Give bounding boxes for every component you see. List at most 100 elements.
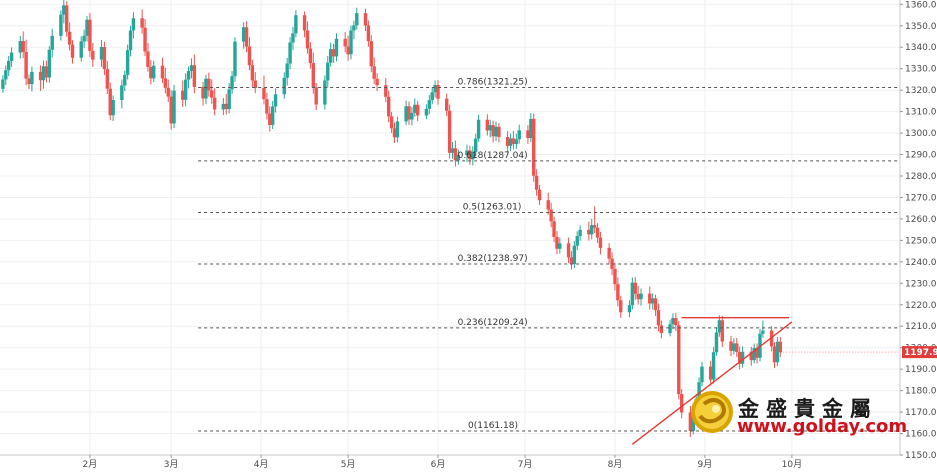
candle-body [474, 138, 478, 152]
candle-body [268, 113, 272, 125]
candle-body [125, 50, 130, 75]
candle-body [619, 300, 623, 313]
price-tick-label: 1310.00 [905, 108, 937, 118]
candle-body [410, 112, 414, 120]
candle-body [752, 348, 756, 361]
candle-body [436, 84, 440, 99]
candle-body [679, 394, 684, 413]
candle-body [668, 324, 672, 334]
candle-body [445, 98, 449, 111]
candle-body [555, 236, 559, 249]
candle-body [590, 225, 594, 235]
candle-body [62, 5, 66, 15]
current-price-label: 1197.94 [904, 348, 937, 358]
candle-body [392, 128, 397, 138]
candle-body [413, 104, 417, 113]
time-axis[interactable]: 2月 3月 4月 5月 6月 7月 8月 9月 10月 [0, 454, 900, 470]
candle-body [50, 35, 54, 50]
candle-body [735, 343, 739, 352]
candle-body [772, 346, 777, 363]
candle-body [630, 282, 635, 306]
candle-body [485, 119, 490, 131]
candle-body [85, 19, 89, 36]
candle-body [250, 65, 255, 81]
candle-body [740, 351, 745, 364]
candle-body [497, 126, 501, 137]
price-tick-label: 1160.00 [905, 430, 937, 440]
candle-body [18, 40, 23, 53]
candle-body [775, 341, 780, 363]
candle-body [111, 100, 115, 116]
candle-body [140, 18, 144, 28]
candle-body [627, 305, 632, 313]
candle-body [465, 150, 469, 156]
candle-body [305, 30, 310, 49]
candle-body [610, 258, 614, 269]
price-tick-label: 1330.00 [905, 65, 937, 75]
fib-level-label: 0.618(1287.04) [458, 151, 528, 161]
candle-body [729, 341, 733, 351]
candle-body [323, 80, 327, 105]
candle-body [294, 15, 298, 34]
candle-body [755, 348, 759, 358]
candle-body [82, 35, 86, 42]
candle-body [270, 106, 275, 125]
candle-body [514, 139, 519, 145]
candle-body [91, 50, 95, 60]
candle-body [372, 66, 376, 79]
price-tick-label: 1180.00 [905, 387, 937, 397]
candle-body [700, 366, 704, 383]
price-tick-label: 1170.00 [905, 408, 937, 418]
candle-body [430, 92, 434, 101]
candle-body [201, 86, 205, 99]
candle-body [105, 69, 110, 89]
price-tick-label: 1300.00 [905, 129, 937, 139]
candle-body [708, 366, 713, 380]
candle-body [88, 19, 92, 51]
candle-body [717, 320, 722, 333]
watermark-brand: 金盛貴金屬 [737, 396, 878, 421]
candle-body [468, 150, 472, 160]
candle-body [221, 103, 226, 110]
candle-body [711, 352, 716, 380]
candle-body [224, 103, 228, 110]
candle-body [1, 79, 5, 89]
month-tick-label: 9月 [698, 459, 713, 470]
candle-body [65, 5, 69, 32]
candle-body [407, 106, 411, 120]
current-price-tag: 1197.94 [780, 346, 937, 359]
candle-body [288, 42, 292, 64]
candle-body [30, 71, 34, 85]
fib-level-label: 0.5(1263.01) [463, 202, 522, 212]
candle-body [476, 119, 481, 139]
candle-body [769, 330, 774, 347]
candle-body [346, 46, 350, 55]
candle-body [149, 66, 153, 79]
candle-body [552, 221, 556, 237]
candle-body [331, 49, 336, 57]
candle-body [386, 96, 391, 117]
candle-body [24, 51, 28, 79]
candle-body [131, 18, 136, 31]
price-tick-label: 1150.00 [905, 451, 937, 461]
grid-lines [0, 0, 900, 456]
price-tick-label: 1320.00 [905, 86, 937, 96]
candle-body [9, 52, 14, 61]
candle-body [688, 412, 693, 431]
candle-body [273, 94, 278, 107]
candle-body [123, 74, 127, 86]
candle-body [38, 71, 43, 81]
price-tick-label: 1340.00 [905, 43, 937, 53]
candle-body [453, 148, 458, 161]
candle-body [384, 85, 388, 97]
candle-body [517, 130, 521, 140]
candle-body [253, 80, 257, 88]
price-axis[interactable]: 1150.001160.001170.001180.001190.001200.… [899, 0, 937, 461]
candle-body [424, 108, 429, 116]
candle-body [488, 125, 492, 131]
price-tick-label: 1220.00 [905, 301, 937, 311]
price-tick-label: 1240.00 [905, 258, 937, 268]
price-tick-label: 1260.00 [905, 215, 937, 225]
candle-body [749, 351, 753, 361]
watermark: 金盛貴金屬 www.golday.com [691, 391, 907, 437]
